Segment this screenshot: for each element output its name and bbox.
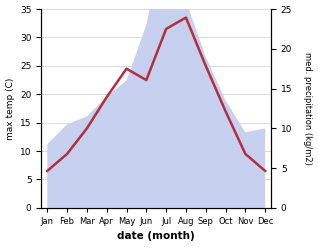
Y-axis label: max temp (C): max temp (C) — [5, 77, 15, 140]
X-axis label: date (month): date (month) — [117, 231, 195, 242]
Y-axis label: med. precipitation (kg/m2): med. precipitation (kg/m2) — [303, 52, 313, 165]
